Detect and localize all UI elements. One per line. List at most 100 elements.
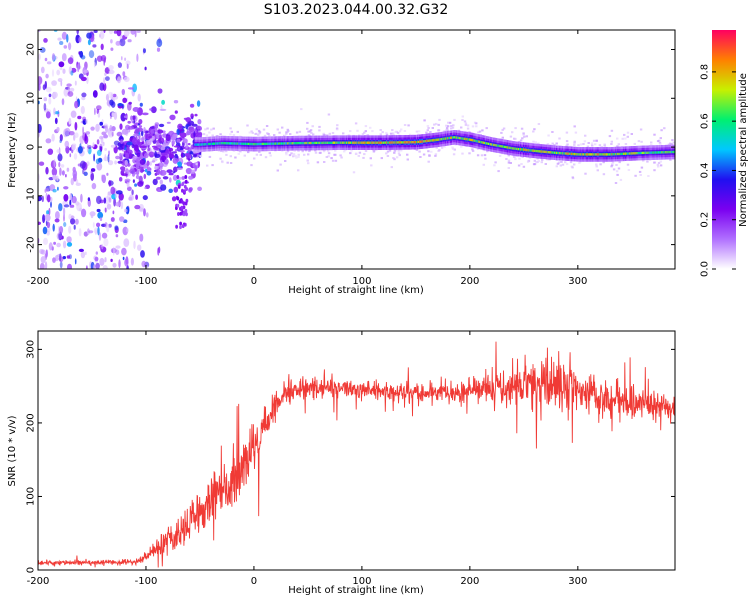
heatmap-cell xyxy=(621,152,623,156)
heatmap-cell xyxy=(209,142,211,146)
heatmap-cell xyxy=(553,144,556,147)
heatmap-cell xyxy=(206,143,208,146)
heatmap-cell xyxy=(563,152,566,155)
heatmap-cell xyxy=(300,108,303,111)
heatmap-cell xyxy=(311,125,314,128)
heatmap-cell xyxy=(65,174,67,178)
heatmap-cell xyxy=(522,165,526,168)
heatmap-cell xyxy=(268,142,271,145)
heatmap-cell xyxy=(240,142,242,145)
heatmap-cell xyxy=(66,167,70,172)
heatmap-cell xyxy=(456,136,459,139)
heatmap-cell xyxy=(197,119,202,125)
heatmap-cell xyxy=(96,105,102,111)
heatmap-cell xyxy=(144,66,147,71)
heatmap-cell xyxy=(86,32,92,39)
heatmap-cell xyxy=(120,139,124,145)
heatmap-cell xyxy=(211,164,214,167)
heatmap-cell xyxy=(536,149,539,153)
heatmap-cell xyxy=(451,147,455,150)
heatmap-cell xyxy=(490,143,493,146)
heatmap-cell xyxy=(499,144,502,148)
heatmap-cell xyxy=(257,129,261,132)
heatmap-cell xyxy=(431,127,434,129)
heatmap-cell xyxy=(177,123,183,130)
heatmap-cell xyxy=(309,141,311,145)
heatmap-cell xyxy=(300,141,303,145)
heatmap-cell xyxy=(592,153,594,156)
heatmap-cell xyxy=(610,140,613,143)
heatmap-cell xyxy=(156,145,163,148)
heatmap-cell xyxy=(236,142,238,145)
heatmap-cell xyxy=(389,141,392,144)
heatmap-cell xyxy=(433,139,436,142)
heatmap-cell xyxy=(484,141,486,145)
heatmap-cell xyxy=(656,151,658,154)
heatmap-cell xyxy=(56,175,59,181)
heatmap-cell xyxy=(446,137,448,140)
heatmap-cell xyxy=(198,130,201,133)
heatmap-cell xyxy=(580,153,582,156)
heatmap-cell xyxy=(388,149,392,152)
heatmap-cell xyxy=(43,38,48,43)
heatmap-cell xyxy=(437,129,441,132)
heatmap-cell xyxy=(364,125,368,128)
x-tick-label: -200 xyxy=(27,276,50,287)
heatmap-cell xyxy=(63,204,70,208)
heatmap-cell xyxy=(634,152,637,155)
heatmap-cell xyxy=(229,133,232,136)
heatmap-cell xyxy=(639,151,642,155)
heatmap-cell xyxy=(451,136,453,139)
heatmap-cell xyxy=(222,150,225,153)
y-tick-label: -10 xyxy=(26,188,37,204)
heatmap-cell xyxy=(46,194,51,203)
heatmap-cell xyxy=(196,151,199,154)
chart-title: S103.2023.044.00.32.G32 xyxy=(263,2,449,18)
heatmap-cell xyxy=(173,145,180,148)
heatmap-cell xyxy=(220,142,223,145)
heatmap-cell xyxy=(224,142,227,145)
heatmap-cell xyxy=(101,174,106,184)
heatmap-cell xyxy=(92,142,95,148)
heatmap-cell xyxy=(151,160,156,163)
heatmap-cell xyxy=(423,140,426,143)
heatmap-cell xyxy=(377,141,379,144)
heatmap-cell xyxy=(143,48,146,54)
heatmap-cell xyxy=(283,142,285,145)
heatmap-cell xyxy=(92,222,95,228)
heatmap-cell xyxy=(396,131,400,134)
heatmap-cell xyxy=(257,133,260,136)
heatmap-cell xyxy=(621,137,624,140)
heatmap-cell xyxy=(468,152,471,155)
x-tick-label: 200 xyxy=(460,276,479,287)
heatmap-cell xyxy=(381,141,383,144)
heatmap-cell xyxy=(269,154,272,157)
heatmap-cell xyxy=(150,129,155,134)
heatmap-cell xyxy=(83,231,89,237)
heatmap-cell xyxy=(133,240,136,250)
heatmap-cell xyxy=(42,84,46,91)
heatmap-cell xyxy=(573,144,576,146)
heatmap-cell xyxy=(101,243,104,250)
x-tick-label: 0 xyxy=(251,576,257,587)
heatmap-cell xyxy=(119,123,123,130)
heatmap-cell xyxy=(597,153,600,156)
spectrogram-x-label: Height of straight line (km) xyxy=(288,285,424,296)
heatmap-cell xyxy=(85,119,88,124)
heatmap-cell xyxy=(339,141,341,144)
heatmap-cell xyxy=(238,142,240,145)
heatmap-cell xyxy=(250,164,253,167)
heatmap-cell xyxy=(235,142,238,145)
heatmap-cell xyxy=(229,127,232,130)
heatmap-cell xyxy=(80,105,85,115)
heatmap-cell xyxy=(172,174,178,181)
heatmap-cell xyxy=(429,139,432,142)
heatmap-cell xyxy=(534,141,537,144)
heatmap-cell xyxy=(614,182,618,184)
heatmap-cell xyxy=(398,154,401,157)
heatmap-cell xyxy=(625,152,627,155)
heatmap-cell xyxy=(517,164,521,167)
heatmap-cell xyxy=(253,142,256,146)
heatmap-cell xyxy=(523,135,526,138)
heatmap-cell xyxy=(314,141,316,145)
